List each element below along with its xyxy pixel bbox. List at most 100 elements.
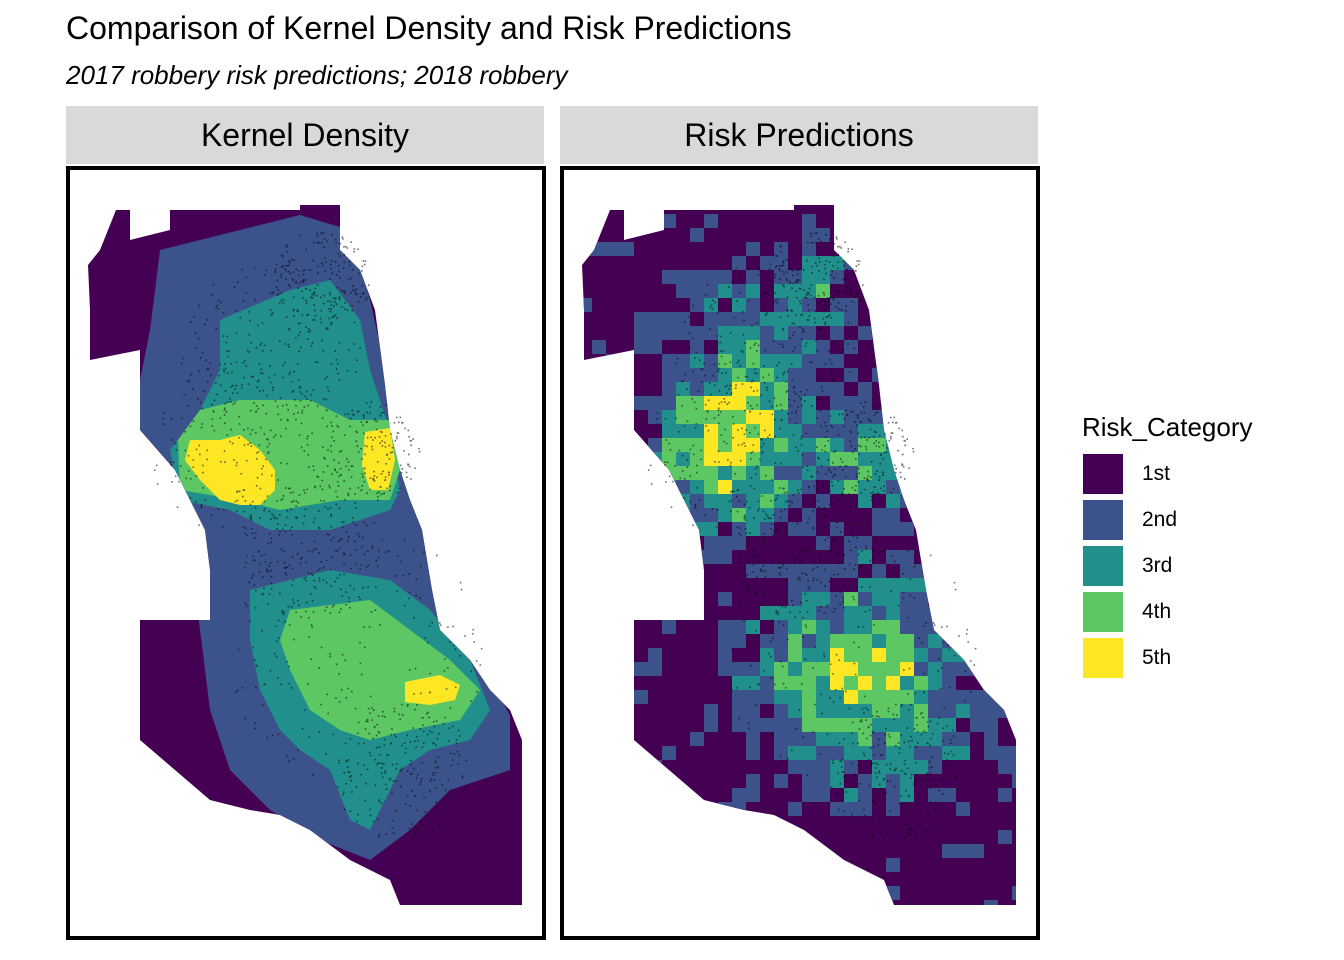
robbery-point [863, 754, 866, 757]
robbery-point [360, 673, 363, 676]
robbery-point [326, 533, 329, 535]
robbery-point [212, 410, 215, 412]
robbery-point [951, 763, 953, 765]
robbery-point [396, 590, 398, 593]
robbery-point [373, 480, 376, 482]
robbery-point [480, 647, 483, 650]
robbery-point [311, 293, 313, 296]
robbery-point [698, 323, 700, 326]
robbery-point [842, 600, 844, 603]
risk-cell [774, 564, 788, 578]
robbery-point [255, 347, 258, 349]
robbery-point [326, 327, 328, 329]
robbery-point [354, 493, 356, 495]
risk-cell [760, 382, 774, 396]
risk-cell [606, 606, 620, 620]
robbery-point [312, 611, 315, 613]
robbery-point [650, 483, 653, 485]
robbery-point [931, 766, 933, 768]
robbery-point [810, 284, 813, 286]
risk-cell [582, 480, 592, 494]
robbery-point [269, 292, 272, 295]
risk-cell [886, 886, 900, 900]
robbery-point [841, 687, 844, 690]
risk-cell [872, 606, 886, 620]
robbery-point [776, 302, 779, 304]
robbery-point [868, 436, 870, 439]
robbery-point [384, 435, 387, 437]
robbery-point [780, 264, 783, 267]
risk-cell [634, 326, 648, 340]
robbery-point [324, 377, 327, 380]
robbery-point [785, 380, 788, 383]
risk-cell [816, 256, 830, 270]
risk-cell [998, 354, 1012, 368]
robbery-point [238, 423, 241, 425]
robbery-point [738, 532, 740, 535]
robbery-point [260, 368, 263, 370]
robbery-point [238, 436, 240, 439]
robbery-point [327, 327, 329, 330]
robbery-point [858, 453, 860, 456]
robbery-point [393, 733, 396, 736]
risk-cell [858, 802, 872, 816]
robbery-point [274, 268, 277, 270]
robbery-point [742, 333, 744, 336]
robbery-point [330, 539, 332, 541]
risk-cell [648, 438, 662, 452]
robbery-point [321, 417, 324, 419]
risk-cell [746, 662, 760, 676]
robbery-point [236, 499, 239, 502]
robbery-point [389, 489, 391, 492]
risk-cell [760, 410, 774, 424]
robbery-point [902, 597, 904, 600]
robbery-point [280, 273, 282, 276]
robbery-point [345, 603, 347, 606]
robbery-point [929, 787, 932, 790]
risk-cell [676, 382, 690, 396]
risk-cell [928, 550, 942, 564]
risk-cell [914, 676, 928, 690]
robbery-point [824, 526, 827, 528]
robbery-point [829, 359, 831, 361]
robbery-point [197, 398, 199, 400]
legend: Risk_Category 1st 2nd 3rd 4th 5th [1082, 412, 1253, 681]
robbery-point [414, 467, 416, 469]
robbery-point [394, 575, 397, 577]
robbery-point [270, 588, 273, 590]
robbery-point [445, 688, 448, 690]
risk-cell [760, 662, 774, 676]
robbery-point [384, 772, 387, 774]
robbery-point [333, 305, 335, 307]
robbery-point [849, 786, 852, 788]
robbery-point [807, 517, 810, 520]
risk-cell [984, 704, 998, 718]
robbery-point [338, 298, 341, 301]
robbery-point [276, 294, 279, 296]
robbery-point [312, 259, 314, 262]
robbery-point [404, 427, 406, 430]
robbery-point [857, 764, 859, 766]
robbery-point [871, 499, 873, 501]
robbery-point [809, 587, 811, 590]
robbery-point [284, 530, 287, 533]
robbery-point [729, 332, 732, 334]
robbery-point [312, 241, 315, 244]
robbery-point [850, 359, 852, 361]
robbery-point [299, 562, 302, 565]
robbery-point [388, 779, 391, 781]
robbery-point [419, 565, 422, 568]
robbery-point [280, 499, 283, 501]
robbery-point [249, 433, 252, 435]
risk-cell [704, 368, 718, 382]
robbery-point [878, 715, 880, 718]
robbery-point [277, 619, 280, 622]
robbery-point [383, 744, 386, 746]
robbery-point [311, 342, 314, 344]
robbery-point [806, 259, 808, 262]
risk-cell [788, 606, 802, 620]
robbery-point [757, 587, 759, 589]
robbery-point [327, 449, 329, 451]
robbery-point [849, 288, 851, 290]
robbery-point [914, 820, 916, 823]
